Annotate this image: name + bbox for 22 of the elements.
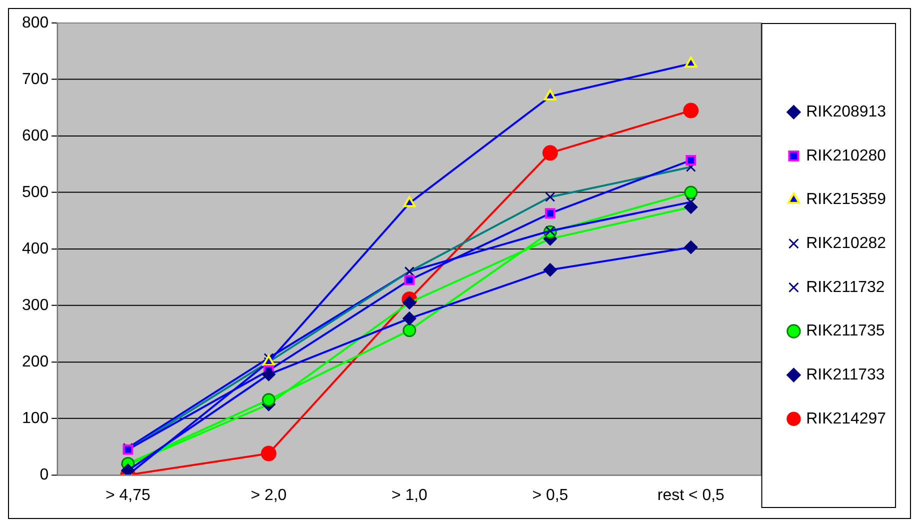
y-tick-label: 600 bbox=[22, 127, 49, 144]
legend-label: RIK211735 bbox=[806, 322, 885, 340]
legend-label: RIK211733 bbox=[806, 366, 885, 384]
x-tick-label: > 0,5 bbox=[532, 486, 568, 504]
y-tick-label: 0 bbox=[40, 466, 49, 484]
y-tick-label: 200 bbox=[22, 353, 49, 370]
legend-label: RIK210282 bbox=[806, 234, 886, 252]
legend-label: RIK211732 bbox=[806, 278, 885, 296]
y-tick-label: 400 bbox=[22, 240, 49, 258]
y-tick-label: 700 bbox=[22, 70, 49, 88]
x-tick-label: rest < 0,5 bbox=[657, 486, 725, 504]
y-tick-label: 500 bbox=[22, 184, 49, 201]
legend-label: RIK215359 bbox=[806, 191, 886, 208]
legend-label: RIK208913 bbox=[806, 103, 886, 120]
legend-label: RIK210280 bbox=[806, 147, 886, 164]
y-tick-label: 100 bbox=[22, 410, 49, 427]
x-tick-label: > 4,75 bbox=[106, 486, 150, 504]
y-tick-label: 800 bbox=[22, 14, 49, 32]
legend-label: RIK214297 bbox=[806, 410, 886, 428]
x-tick-label: > 1,0 bbox=[391, 486, 428, 504]
y-tick-label: 300 bbox=[22, 296, 49, 314]
x-tick-label: > 2,0 bbox=[250, 486, 287, 504]
